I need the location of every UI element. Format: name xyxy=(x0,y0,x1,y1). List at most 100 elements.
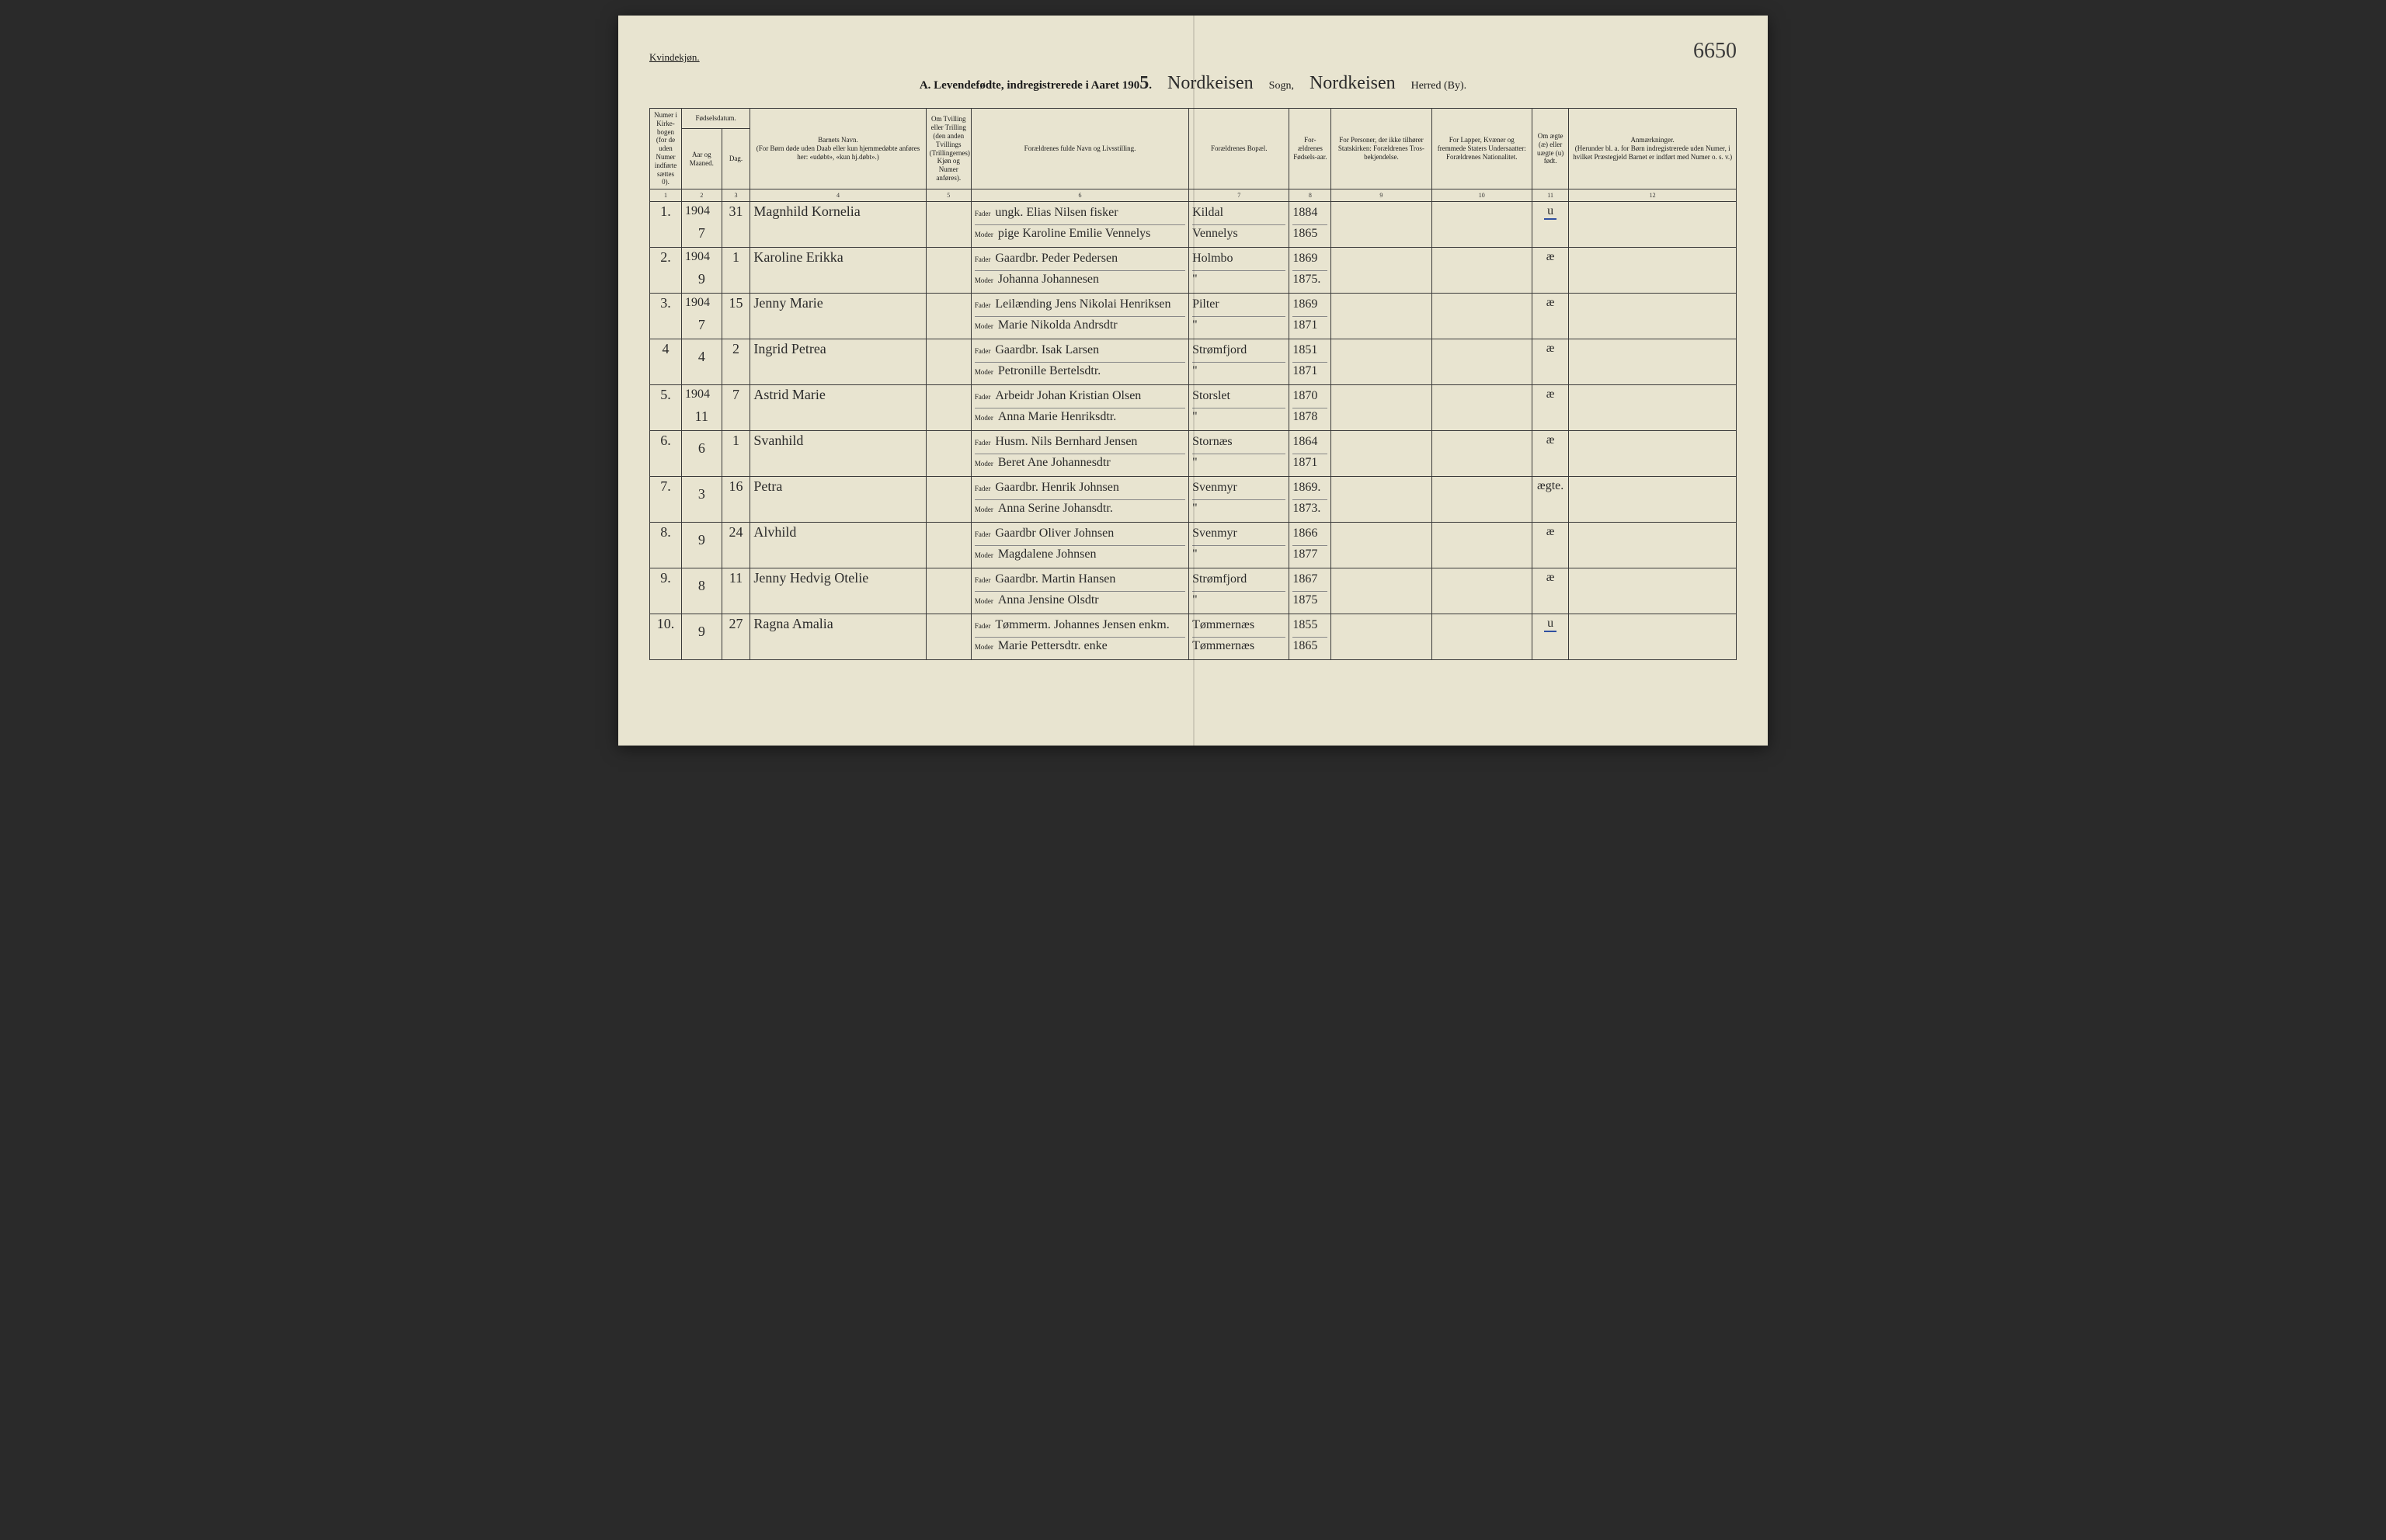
year-month-cell: 6 xyxy=(681,431,722,477)
entry-number: 2. xyxy=(650,248,682,294)
birth-month: 9 xyxy=(685,272,718,287)
moder-birthyear: 1865 xyxy=(1292,224,1327,245)
fader-label: Fader xyxy=(975,256,991,263)
fader-label: Fader xyxy=(975,301,991,309)
col-num-10: 10 xyxy=(1431,189,1532,202)
residence-moder: " xyxy=(1192,499,1285,520)
col-num-4: 4 xyxy=(750,189,926,202)
residence-moder: " xyxy=(1192,591,1285,611)
legitimacy-cell: æ xyxy=(1532,523,1568,568)
entry-number: 9. xyxy=(650,568,682,614)
ledger-page: Kvindekjøn. 6650 A. Levendefødte, indreg… xyxy=(618,16,1768,746)
moder-birthyear: 1875 xyxy=(1292,591,1327,611)
nationality-cell xyxy=(1431,431,1532,477)
fader-label: Fader xyxy=(975,530,991,538)
twin-cell xyxy=(926,294,971,339)
remarks-cell xyxy=(1569,477,1737,523)
col-header-birthyear: For-ældrenes Fødsels-aar. xyxy=(1289,109,1331,189)
birth-month: 9 xyxy=(685,533,718,548)
moder-name: Petronille Bertelsdtr. xyxy=(998,364,1101,378)
legitimacy-mark: ægte. xyxy=(1537,479,1563,492)
fader-label: Fader xyxy=(975,439,991,447)
faith-cell xyxy=(1331,339,1431,385)
residence-fader: Tømmernæs xyxy=(1192,617,1285,637)
parent-birthyear-cell: 18511871 xyxy=(1289,339,1331,385)
residence-moder: Tømmernæs xyxy=(1192,637,1285,657)
title-year-digit: 5 xyxy=(1139,73,1149,93)
residence-moder: " xyxy=(1192,545,1285,565)
residence-fader: Kildal xyxy=(1192,204,1285,224)
legitimacy-cell: æ xyxy=(1532,339,1568,385)
moder-name: Anna Serine Johansdtr. xyxy=(998,502,1113,516)
residence-fader: Svenmyr xyxy=(1192,479,1285,499)
parents-cell: Faderungk. Elias Nilsen fiskerModerpige … xyxy=(971,202,1188,248)
residence-cell: Svenmyr" xyxy=(1189,477,1289,523)
child-name: Jenny Hedvig Otelie xyxy=(750,568,926,614)
residence-fader: Svenmyr xyxy=(1192,525,1285,545)
legitimacy-cell: æ xyxy=(1532,385,1568,431)
moder-label: Moder xyxy=(975,231,993,238)
birth-day: 11 xyxy=(722,568,750,614)
faith-cell xyxy=(1331,614,1431,660)
birth-day: 7 xyxy=(722,385,750,431)
faith-cell xyxy=(1331,294,1431,339)
faith-cell xyxy=(1331,523,1431,568)
residence-cell: Svenmyr" xyxy=(1189,523,1289,568)
moder-birthyear: 1865 xyxy=(1292,637,1327,657)
residence-cell: Strømfjord" xyxy=(1189,568,1289,614)
faith-cell xyxy=(1331,385,1431,431)
nationality-cell xyxy=(1431,523,1532,568)
nationality-cell xyxy=(1431,294,1532,339)
col-num-11: 11 xyxy=(1532,189,1568,202)
residence-cell: Pilter" xyxy=(1189,294,1289,339)
remarks-cell xyxy=(1569,385,1737,431)
nationality-cell xyxy=(1431,248,1532,294)
col-num-2: 2 xyxy=(681,189,722,202)
moder-birthyear: 1877 xyxy=(1292,545,1327,565)
residence-fader: Stornæs xyxy=(1192,433,1285,454)
twin-cell xyxy=(926,568,971,614)
page-number: 6650 xyxy=(1693,39,1737,64)
legitimacy-mark: u xyxy=(1544,204,1556,220)
entry-number: 6. xyxy=(650,431,682,477)
moder-birthyear: 1878 xyxy=(1292,408,1327,428)
fader-birthyear: 1851 xyxy=(1292,342,1327,362)
year-month-cell: 19047 xyxy=(681,294,722,339)
child-name: Svanhild xyxy=(750,431,926,477)
parents-cell: FaderArbeidr Johan Kristian OlsenModerAn… xyxy=(971,385,1188,431)
birth-month: 7 xyxy=(685,318,718,333)
moder-birthyear: 1871 xyxy=(1292,362,1327,382)
moder-label: Moder xyxy=(975,643,993,651)
moder-name: Magdalene Johnsen xyxy=(998,548,1097,561)
twin-cell xyxy=(926,248,971,294)
legitimacy-mark: u xyxy=(1544,617,1556,632)
sogn-label: Sogn, xyxy=(1269,80,1294,92)
fader-birthyear: 1867 xyxy=(1292,571,1327,591)
col-num-1: 1 xyxy=(650,189,682,202)
child-name: Ingrid Petrea xyxy=(750,339,926,385)
legitimacy-mark: æ xyxy=(1546,342,1555,355)
col-header-nationality: For Lapper, Kvæner og fremmede Staters U… xyxy=(1431,109,1532,189)
title-prefix: A. Levendefødte, indregistrerede i Aaret… xyxy=(920,79,1139,92)
title-period: . xyxy=(1149,79,1152,92)
year-month-cell: 19047 xyxy=(681,202,722,248)
parents-cell: FaderGaardbr Oliver JohnsenModerMagdalen… xyxy=(971,523,1188,568)
birth-month: 11 xyxy=(685,409,718,425)
birth-year: 1904 xyxy=(685,388,718,402)
fader-label: Fader xyxy=(975,576,991,584)
legitimacy-cell: u xyxy=(1532,202,1568,248)
birth-day: 1 xyxy=(722,248,750,294)
birth-year: 1904 xyxy=(685,204,718,218)
residence-moder: " xyxy=(1192,362,1285,382)
col-header-twin: Om Tvilling eller Trilling (den anden Tv… xyxy=(926,109,971,189)
moder-birthyear: 1873. xyxy=(1292,499,1327,520)
parent-birthyear-cell: 1869.1873. xyxy=(1289,477,1331,523)
moder-label: Moder xyxy=(975,506,993,513)
moder-birthyear: 1875. xyxy=(1292,270,1327,290)
fader-birthyear: 1869 xyxy=(1292,250,1327,270)
fader-label: Fader xyxy=(975,393,991,401)
remarks-cell xyxy=(1569,523,1737,568)
fader-name: ungk. Elias Nilsen fisker xyxy=(995,206,1118,220)
col-num-6: 6 xyxy=(971,189,1188,202)
col-header-legit: Om ægte (æ) eller uægte (u) født. xyxy=(1532,109,1568,189)
